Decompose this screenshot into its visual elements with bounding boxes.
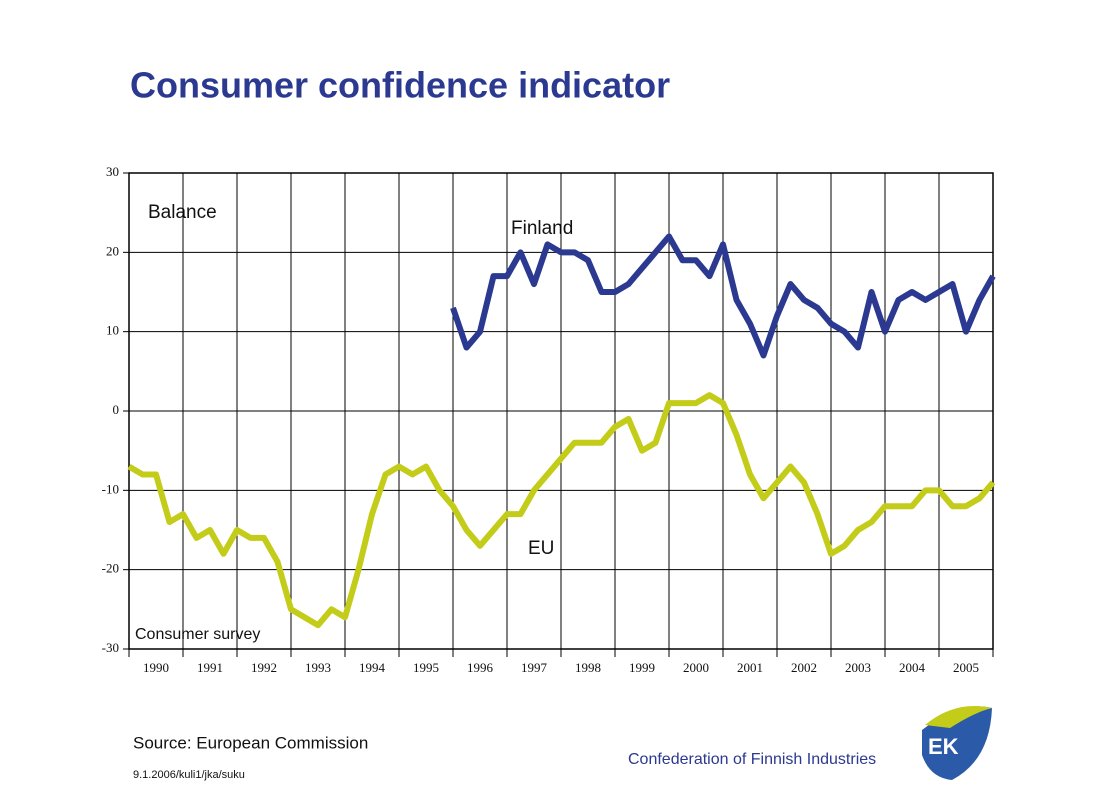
chart-title: Consumer confidence indicator <box>130 65 670 106</box>
x-tick-label: 1994 <box>359 660 386 675</box>
y-tick-label: 0 <box>113 402 120 417</box>
x-tick-label: 1990 <box>143 660 169 675</box>
y-tick-label: -30 <box>102 640 119 655</box>
logo-accent <box>925 706 992 728</box>
x-tick-label: 1997 <box>521 660 548 675</box>
plot-frame <box>128 172 994 650</box>
x-tick-label: 1996 <box>467 660 494 675</box>
logo: EK <box>922 706 992 780</box>
x-tick-label: 1991 <box>197 660 223 675</box>
x-tick-label: 2002 <box>791 660 817 675</box>
x-tick-label: 2001 <box>737 660 763 675</box>
series-line <box>450 233 996 359</box>
source: Source: European Commission <box>133 733 368 752</box>
x-tick-label: 2004 <box>899 660 926 675</box>
y-tick-label: -10 <box>102 481 119 496</box>
y-tick-label: 20 <box>106 243 119 258</box>
footer: 9.1.2006/kuli1/jka/suku <box>133 769 245 781</box>
logo-text: EK <box>928 734 959 759</box>
x-tick-label: 2003 <box>845 660 871 675</box>
series-label: Finland <box>511 218 573 239</box>
x-tick-label: 1995 <box>413 660 439 675</box>
x-tick-label: 1998 <box>575 660 601 675</box>
y-tick-label: 30 <box>106 164 119 179</box>
x-tick-label: 1999 <box>629 660 655 675</box>
x-tick-label: 2000 <box>683 660 709 675</box>
x-tick-label: 1993 <box>305 660 331 675</box>
note: Consumer survey <box>135 626 260 643</box>
series-label: EU <box>528 538 554 559</box>
y-axis-label: Balance <box>148 202 217 223</box>
x-tick-label: 1992 <box>251 660 277 675</box>
y-tick-label: 10 <box>106 323 119 338</box>
y-tick-label: -20 <box>102 561 119 576</box>
organization: Confederation of Finnish Industries <box>628 751 876 768</box>
x-tick-label: 2005 <box>953 660 979 675</box>
series-line <box>127 392 996 629</box>
